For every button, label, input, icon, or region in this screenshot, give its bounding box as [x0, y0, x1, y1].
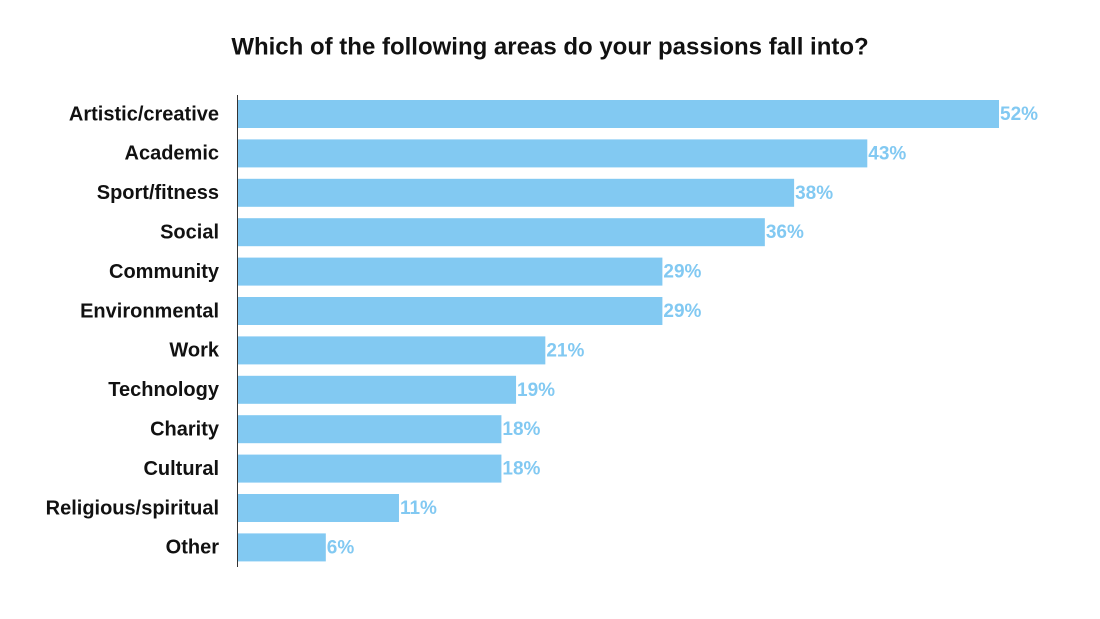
value-label: 29%: [663, 262, 701, 283]
category-label: Artistic/creative: [69, 103, 219, 125]
category-label: Other: [166, 537, 220, 559]
value-label: 21%: [546, 340, 584, 361]
value-label: 19%: [517, 380, 555, 401]
bar: [238, 139, 868, 168]
chart-title: Which of the following areas do your pas…: [231, 33, 868, 60]
value-label: 52%: [1000, 104, 1038, 125]
category-label: Work: [169, 340, 220, 362]
value-label: 43%: [868, 143, 906, 164]
category-label: Cultural: [143, 458, 219, 480]
value-label: 6%: [327, 537, 355, 558]
category-label: Religious/spiritual: [46, 497, 219, 519]
category-label: Academic: [125, 143, 220, 165]
value-label: 18%: [502, 419, 540, 440]
bar: [238, 297, 663, 325]
bar: [238, 100, 999, 128]
value-label: 38%: [795, 183, 833, 204]
category-label: Community: [109, 261, 220, 283]
bar: [238, 415, 502, 444]
bar: [238, 494, 399, 522]
value-label: 11%: [400, 498, 437, 519]
value-label: 18%: [502, 459, 540, 480]
bar: [238, 375, 517, 404]
category-label: Sport/fitness: [97, 182, 219, 204]
value-label: 29%: [663, 301, 701, 322]
category-label: Environmental: [80, 300, 219, 322]
bar: [238, 336, 546, 365]
bar: [238, 218, 765, 247]
bar: [238, 178, 795, 207]
value-label: 36%: [766, 222, 804, 243]
category-label: Technology: [108, 379, 220, 401]
category-label: Social: [160, 221, 219, 243]
category-label: Charity: [150, 418, 220, 440]
bar: [238, 257, 663, 286]
bar: [238, 533, 326, 562]
bar: [238, 454, 502, 483]
